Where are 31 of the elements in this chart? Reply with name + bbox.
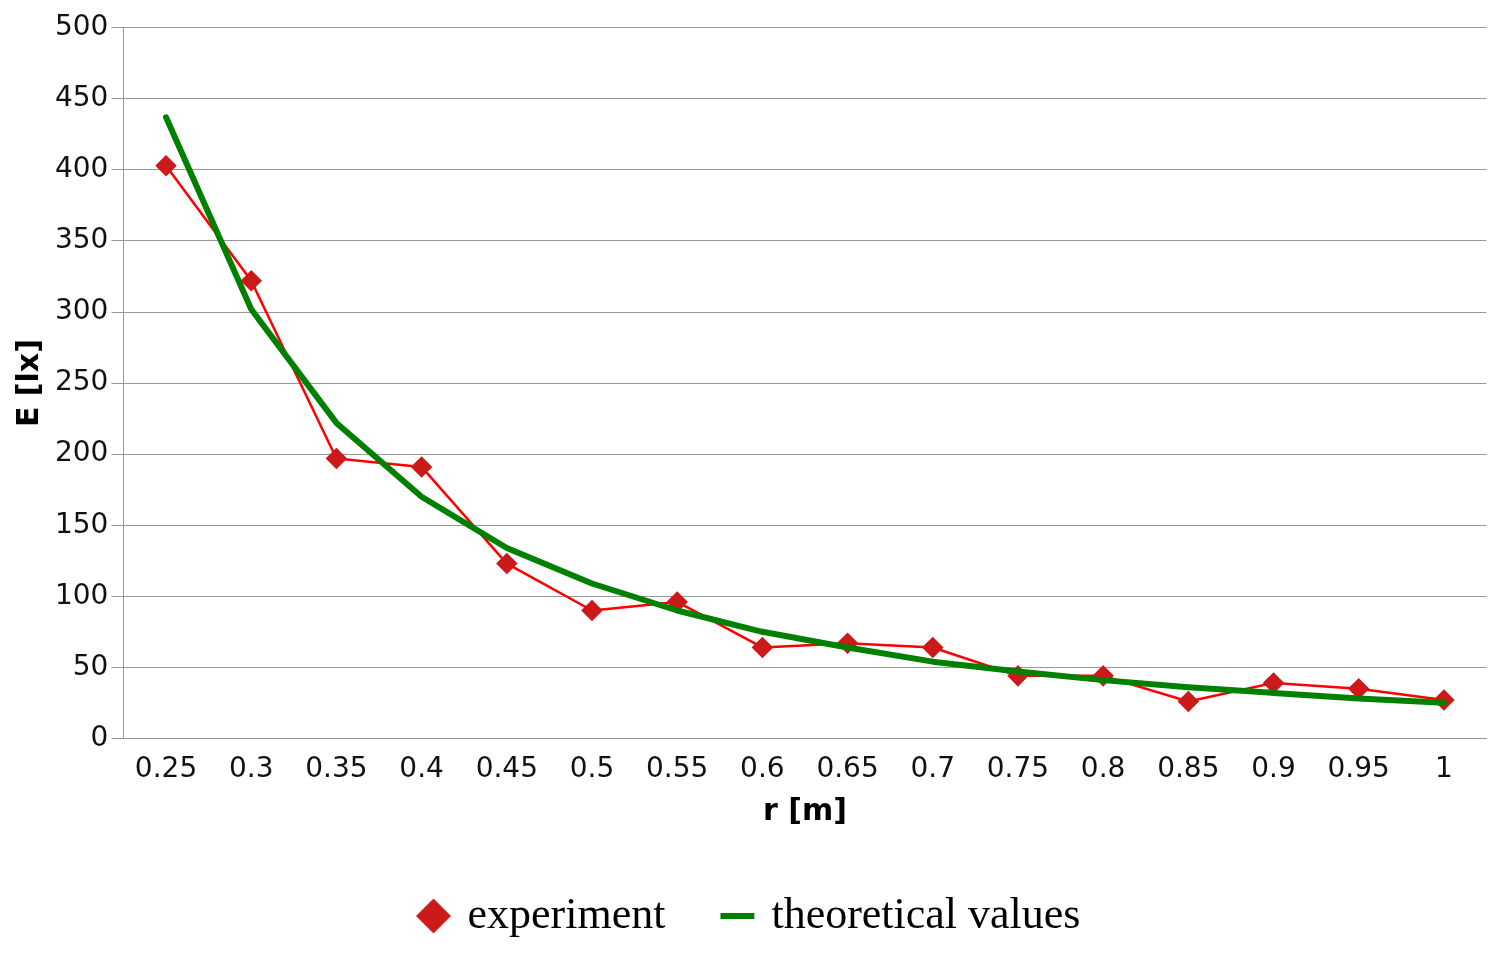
y-tick-label: 500: [54, 9, 109, 43]
x-tick-label: 0.45: [475, 751, 538, 785]
x-tick-label: 0.5: [569, 751, 615, 785]
y-tick-label: 300: [54, 293, 109, 327]
y-tick-label: 50: [72, 648, 109, 682]
x-tick-label: 0.7: [910, 751, 956, 785]
x-axis-title: r [m]: [763, 791, 847, 827]
y-tick-label: 350: [54, 222, 109, 256]
legend-label: theoretical values: [771, 888, 1081, 938]
y-tick-label: 200: [54, 435, 109, 469]
x-tick-label: 0.25: [134, 751, 198, 785]
x-tick-label: 0.95: [1327, 751, 1390, 785]
x-tick-label: 0.9: [1251, 751, 1296, 785]
x-tick-label: 0.75: [986, 751, 1050, 785]
y-tick-label: 250: [54, 364, 109, 398]
legend-label: experiment: [467, 888, 666, 938]
x-tick-label: 0.55: [646, 751, 709, 785]
x-tick-label: 0.4: [399, 751, 444, 785]
x-tick-label: 0.6: [740, 751, 785, 785]
x-tick-label: 0.85: [1157, 751, 1220, 785]
y-tick-label: 400: [54, 151, 109, 185]
x-tick-label: 0.35: [305, 751, 368, 785]
y-tick-label: 0: [90, 719, 109, 753]
y-tick-label: 100: [54, 577, 109, 611]
x-tick-label: 0.8: [1080, 751, 1126, 785]
y-tick-label: 450: [54, 80, 109, 114]
x-tick-label: 0.65: [816, 751, 879, 785]
x-tick-label: 1: [1434, 751, 1453, 785]
x-tick-label: 0.3: [228, 751, 274, 785]
y-axis-title: E [lx]: [9, 339, 45, 428]
y-tick-label: 150: [54, 506, 109, 540]
